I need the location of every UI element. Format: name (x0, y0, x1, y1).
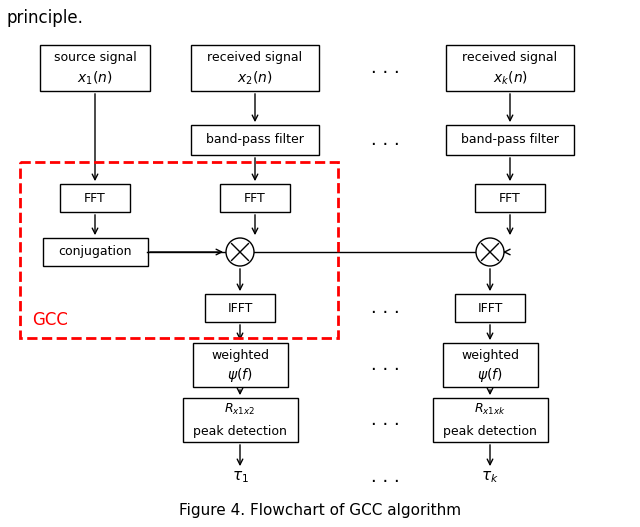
FancyBboxPatch shape (475, 184, 545, 212)
FancyBboxPatch shape (446, 125, 574, 155)
FancyBboxPatch shape (182, 398, 298, 442)
FancyBboxPatch shape (60, 184, 130, 212)
FancyBboxPatch shape (455, 294, 525, 322)
Text: $\psi(f)$: $\psi(f)$ (477, 366, 503, 384)
Text: band-pass filter: band-pass filter (461, 133, 559, 147)
Text: . . .: . . . (371, 356, 399, 374)
Text: IFFT: IFFT (227, 301, 253, 315)
Text: received signal: received signal (463, 52, 557, 64)
Text: principle.: principle. (6, 9, 83, 27)
Text: peak detection: peak detection (443, 425, 537, 437)
Text: $x_2(n)$: $x_2(n)$ (237, 69, 273, 87)
Text: $\psi(f)$: $\psi(f)$ (227, 366, 253, 384)
FancyBboxPatch shape (42, 238, 147, 266)
FancyBboxPatch shape (40, 45, 150, 91)
FancyBboxPatch shape (191, 45, 319, 91)
Text: FFT: FFT (244, 191, 266, 204)
Text: peak detection: peak detection (193, 425, 287, 437)
Text: $x_1(n)$: $x_1(n)$ (77, 69, 113, 87)
Text: . . .: . . . (371, 411, 399, 429)
Text: band-pass filter: band-pass filter (206, 133, 304, 147)
Text: source signal: source signal (54, 52, 136, 64)
Text: FFT: FFT (499, 191, 521, 204)
FancyBboxPatch shape (433, 398, 547, 442)
Text: . . .: . . . (371, 299, 399, 317)
Text: weighted: weighted (461, 348, 519, 362)
Circle shape (226, 238, 254, 266)
FancyBboxPatch shape (191, 125, 319, 155)
Text: . . .: . . . (371, 468, 399, 486)
FancyBboxPatch shape (442, 343, 538, 387)
FancyBboxPatch shape (205, 294, 275, 322)
Text: $x_k(n)$: $x_k(n)$ (493, 69, 527, 87)
FancyBboxPatch shape (446, 45, 574, 91)
Text: conjugation: conjugation (58, 246, 132, 259)
Text: FFT: FFT (84, 191, 106, 204)
Text: $R_{x1x2}$: $R_{x1x2}$ (225, 402, 255, 416)
Text: weighted: weighted (211, 348, 269, 362)
Text: received signal: received signal (207, 52, 303, 64)
Circle shape (476, 238, 504, 266)
Text: . . .: . . . (371, 131, 399, 149)
Text: Figure 4. Flowchart of GCC algorithm: Figure 4. Flowchart of GCC algorithm (179, 503, 461, 518)
FancyBboxPatch shape (193, 343, 287, 387)
Text: $\tau_1$: $\tau_1$ (232, 469, 248, 485)
Text: IFFT: IFFT (477, 301, 502, 315)
Text: . . .: . . . (371, 59, 399, 77)
Text: GCC: GCC (32, 311, 68, 329)
Text: $R_{x1xk}$: $R_{x1xk}$ (474, 402, 506, 416)
Text: $\tau_k$: $\tau_k$ (481, 469, 499, 485)
FancyBboxPatch shape (220, 184, 290, 212)
